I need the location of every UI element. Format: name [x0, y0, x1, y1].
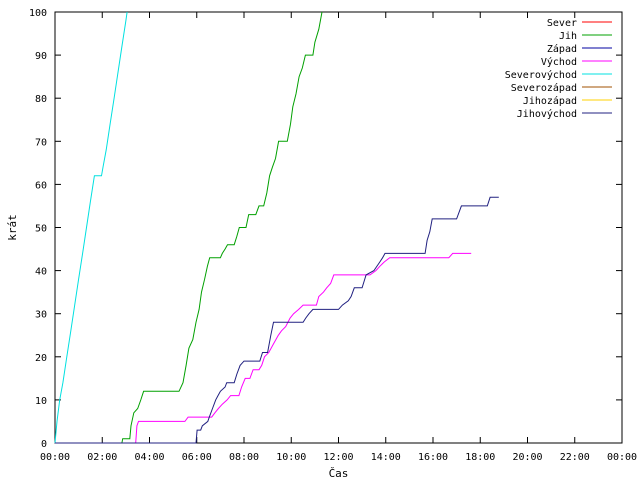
series-line-severovýchod: [54, 11, 128, 444]
x-tick-label: 14:00: [371, 452, 401, 463]
x-tick-label: 22:00: [560, 452, 590, 463]
x-axis: 00:00 02:00 04:00 06:00 08:00 10:00 12:00 14:00…: [40, 12, 637, 463]
x-tick-label: 12:00: [323, 452, 353, 463]
legend-label: Východ: [541, 56, 577, 68]
x-axis-title: Čas: [329, 467, 349, 480]
y-tick-label: 90: [35, 51, 47, 62]
y-axis-title: krát: [6, 214, 19, 241]
legend-label: Jihozápad: [523, 95, 577, 107]
legend: Sever JihZápadVýchodSeverovýchodSeverozáp…: [505, 18, 612, 120]
legend-label: Severozápad: [511, 82, 577, 94]
x-tick-label: 02:00: [87, 452, 117, 463]
y-axis: 0 10 20 30 40 50 60 70 80 90 100: [29, 8, 622, 450]
y-tick-label: 80: [35, 94, 47, 105]
y-tick-label: 100: [29, 8, 47, 19]
x-tick-label: 18:00: [465, 452, 495, 463]
x-tick-label: 08:00: [229, 452, 259, 463]
x-tick-label: 10:00: [276, 452, 306, 463]
x-tick-label: 06:00: [182, 452, 212, 463]
y-tick-label: 20: [35, 353, 47, 364]
legend-label: Severovýchod: [505, 69, 577, 81]
y-tick-label: 50: [35, 224, 47, 235]
y-tick-label: 30: [35, 310, 47, 321]
legend-label: Jih: [559, 31, 577, 42]
series-line-jih: [55, 11, 323, 444]
legend-label: Jihovýchod: [517, 108, 577, 120]
y-tick-label: 70: [35, 137, 47, 148]
series-line-jihovýchod: [55, 196, 499, 444]
series-line-východ: [55, 252, 472, 444]
legend-label: Západ: [547, 43, 577, 55]
x-tick-label: 16:00: [418, 452, 448, 463]
y-tick-label: 10: [35, 396, 47, 407]
series-layer: [54, 11, 499, 444]
x-tick-label: 20:00: [512, 452, 542, 463]
x-tick-label: 00:00: [607, 452, 637, 463]
y-tick-label: 60: [35, 180, 47, 191]
y-tick-label: 0: [41, 439, 47, 450]
legend-label: Sever: [547, 18, 577, 29]
y-tick-label: 40: [35, 267, 47, 278]
x-tick-label: 04:00: [134, 452, 164, 463]
x-tick-label: 00:00: [40, 452, 70, 463]
